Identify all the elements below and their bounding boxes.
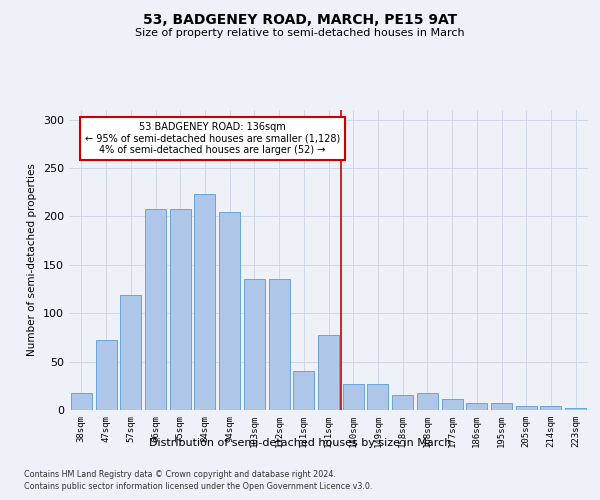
- Bar: [565, 408, 586, 410]
- Bar: [516, 406, 537, 410]
- Text: Distribution of semi-detached houses by size in March: Distribution of semi-detached houses by …: [149, 438, 451, 448]
- Text: Contains HM Land Registry data © Crown copyright and database right 2024.: Contains HM Land Registry data © Crown c…: [24, 470, 336, 479]
- Bar: [71, 392, 92, 410]
- Text: 53 BADGENEY ROAD: 136sqm
← 95% of semi-detached houses are smaller (1,128)
4% of: 53 BADGENEY ROAD: 136sqm ← 95% of semi-d…: [85, 122, 340, 155]
- Bar: [541, 406, 562, 410]
- Bar: [392, 396, 413, 410]
- Bar: [466, 403, 487, 410]
- Text: Size of property relative to semi-detached houses in March: Size of property relative to semi-detach…: [135, 28, 465, 38]
- Bar: [244, 280, 265, 410]
- Bar: [194, 194, 215, 410]
- Bar: [417, 392, 438, 410]
- Bar: [95, 340, 116, 410]
- Bar: [343, 384, 364, 410]
- Bar: [442, 400, 463, 410]
- Text: 53, BADGENEY ROAD, MARCH, PE15 9AT: 53, BADGENEY ROAD, MARCH, PE15 9AT: [143, 12, 457, 26]
- Bar: [269, 280, 290, 410]
- Bar: [491, 403, 512, 410]
- Y-axis label: Number of semi-detached properties: Number of semi-detached properties: [28, 164, 37, 356]
- Bar: [145, 208, 166, 410]
- Bar: [219, 212, 240, 410]
- Bar: [293, 372, 314, 410]
- Bar: [318, 336, 339, 410]
- Bar: [170, 208, 191, 410]
- Bar: [367, 384, 388, 410]
- Text: Contains public sector information licensed under the Open Government Licence v3: Contains public sector information licen…: [24, 482, 373, 491]
- Bar: [120, 295, 141, 410]
